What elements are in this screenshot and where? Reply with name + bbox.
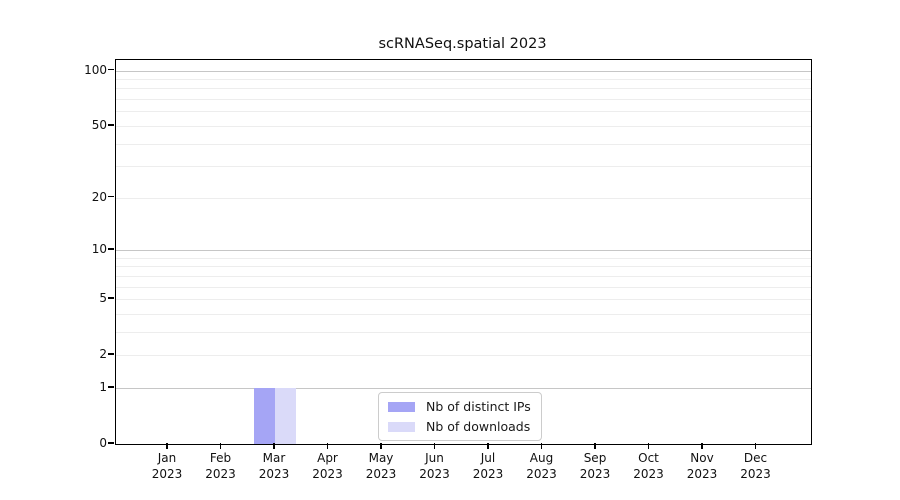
x-tick <box>540 443 543 449</box>
legend-label: Nb of distinct IPs <box>426 399 531 414</box>
x-tick-label-aug: Aug 2023 <box>526 451 557 481</box>
gridline-minor <box>116 79 811 81</box>
y-tick <box>108 124 114 126</box>
y-tick <box>108 297 114 299</box>
y-tick-label: 0 <box>99 436 107 450</box>
chart-title: scRNASeq.spatial 2023 <box>378 36 547 52</box>
x-tick <box>701 443 703 449</box>
y-tick-label: 2 <box>99 347 107 362</box>
x-tick-label-jul: Jul 2023 <box>472 451 504 481</box>
x-tick <box>326 443 329 449</box>
gridline-minor <box>116 99 811 101</box>
x-tick <box>754 443 757 449</box>
gridline-minor <box>116 313 811 315</box>
gridline-minor <box>116 197 811 199</box>
gridline-minor <box>116 88 811 90</box>
gridline-minor <box>116 286 811 288</box>
y-tick-label: 10 <box>91 241 107 256</box>
y-tick-label: 5 <box>99 291 107 306</box>
y-tick <box>108 248 114 250</box>
y-tick <box>108 353 114 355</box>
x-tick-label-sep: Sep 2023 <box>579 451 611 481</box>
x-tick <box>273 443 275 449</box>
legend-swatch-icon <box>388 421 415 432</box>
gridline-minor <box>116 355 811 357</box>
x-tick-label-nov: Nov 2023 <box>686 451 718 481</box>
y-tick <box>108 68 114 71</box>
gridline-minor <box>116 275 811 277</box>
legend-item: Nb of downloads <box>388 419 531 434</box>
gridline-minor <box>116 166 811 168</box>
x-tick <box>594 443 596 449</box>
x-tick-label-apr: Apr 2023 <box>312 451 343 481</box>
x-tick-label-may: May 2023 <box>365 451 397 481</box>
gridline-minor <box>116 257 811 259</box>
y-tick <box>108 195 114 198</box>
gridline-minor <box>116 143 811 145</box>
gridline-minor <box>116 111 811 113</box>
gridline-minor <box>116 331 811 333</box>
gridline-minor <box>116 299 811 301</box>
x-tick-label-feb: Feb 2023 <box>205 451 236 481</box>
x-tick-label-oct: Oct 2023 <box>633 451 664 481</box>
y-tick-label: 50 <box>91 117 107 132</box>
x-tick <box>166 443 168 449</box>
legend: Nb of distinct IPs Nb of downloads <box>378 392 542 441</box>
x-tick <box>433 443 436 449</box>
gridline-major <box>116 70 811 72</box>
legend-item: Nb of distinct IPs <box>388 399 531 414</box>
plot-area <box>115 59 812 445</box>
x-tick-label-dec: Dec 2023 <box>740 451 771 481</box>
bar-mar-series-0 <box>254 387 275 444</box>
y-tick-label: 20 <box>91 189 107 204</box>
legend-label: Nb of downloads <box>426 419 531 434</box>
x-tick-label-jun: Jun 2023 <box>419 451 450 481</box>
x-tick <box>487 443 489 449</box>
gridline-minor <box>116 266 811 268</box>
legend-swatch-icon <box>388 401 415 412</box>
x-tick <box>219 443 222 449</box>
gridline-major <box>116 249 811 251</box>
x-tick <box>647 443 650 449</box>
y-tick-label: 1 <box>99 379 107 394</box>
y-tick-label: 100 <box>84 62 107 77</box>
x-tick <box>380 443 382 449</box>
x-tick-label-mar: Mar 2023 <box>258 451 290 481</box>
y-tick <box>108 386 114 388</box>
x-tick-label-jan: Jan 2023 <box>151 451 183 481</box>
bar-mar-series-1 <box>275 387 296 444</box>
gridline-minor <box>116 125 811 127</box>
gridline-major <box>116 387 811 389</box>
y-tick <box>108 442 114 444</box>
